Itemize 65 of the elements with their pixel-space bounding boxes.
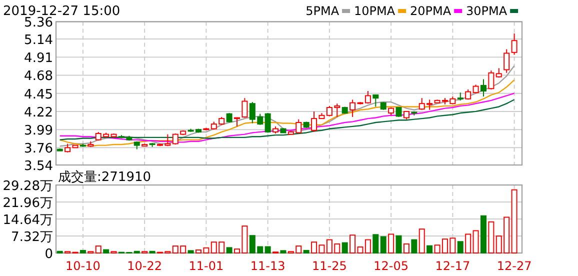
legend-label: 20PMA xyxy=(410,4,452,18)
x-tick-label: 10-10 xyxy=(66,259,100,273)
bar xyxy=(303,250,310,254)
bar xyxy=(457,241,464,254)
bar xyxy=(418,228,425,254)
bar xyxy=(480,215,486,254)
bar xyxy=(264,246,271,254)
y-tick-label: 4.22 xyxy=(24,105,53,120)
y-tick-label: 5.14 xyxy=(24,33,53,48)
chart-title: 成交量:271910 xyxy=(58,169,152,185)
x-tick-label: 11-13 xyxy=(250,259,286,273)
bar xyxy=(372,234,379,254)
bar xyxy=(411,239,418,254)
y-tick-label: 21.96万 xyxy=(2,196,53,211)
candlestick xyxy=(242,98,248,118)
x-tick-label: 11-25 xyxy=(312,259,347,273)
y-tick-label: 4.68 xyxy=(24,69,53,84)
y-tick-label: 3.99 xyxy=(24,124,53,139)
bar xyxy=(403,243,410,254)
x-tick-label: 12-17 xyxy=(435,259,470,273)
bar xyxy=(472,230,479,254)
legend-label: 5PMA xyxy=(306,4,340,18)
candlestick xyxy=(480,78,486,97)
bar xyxy=(80,250,86,254)
candlestick xyxy=(396,107,402,118)
bar xyxy=(342,242,348,254)
y-tick-label: 3.76 xyxy=(24,142,53,157)
y-tick-label: 4.91 xyxy=(24,51,53,66)
y-tick-label: 0 xyxy=(44,247,53,262)
x-tick-label: 11-01 xyxy=(188,259,224,273)
y-tick-label: 29.28万 xyxy=(2,179,53,194)
bar xyxy=(226,247,232,254)
line-series xyxy=(59,79,515,147)
x-tick-label: 12-27 xyxy=(496,259,532,273)
legend-label: 10PMA xyxy=(354,4,396,18)
bar xyxy=(396,235,402,254)
bar xyxy=(95,246,102,254)
bar xyxy=(103,249,110,254)
y-tick-label: 5.36 xyxy=(24,16,53,31)
candlestick xyxy=(511,33,518,56)
bar xyxy=(465,234,472,254)
candlestick xyxy=(504,48,510,74)
y-tick-label: 14.64万 xyxy=(2,213,53,228)
bar xyxy=(364,239,371,254)
bar xyxy=(426,245,433,254)
bar xyxy=(380,236,386,254)
bar xyxy=(280,250,286,254)
candlestick xyxy=(372,94,379,108)
bar xyxy=(188,250,194,254)
bar xyxy=(511,189,518,254)
bar xyxy=(388,234,394,254)
line-series xyxy=(59,65,515,147)
line-series xyxy=(59,92,515,143)
candlestick xyxy=(364,90,371,104)
x-tick-label: 12-05 xyxy=(374,259,408,273)
x-tick-label: 10-22 xyxy=(127,259,162,273)
line-series xyxy=(59,99,515,140)
candlestick xyxy=(488,70,494,90)
candlestick xyxy=(226,112,232,123)
candlestick xyxy=(264,112,271,134)
legend-label: 30PMA xyxy=(466,4,508,18)
y-tick-label: 7.32万 xyxy=(11,230,53,245)
bar xyxy=(488,221,494,254)
y-tick-label: 3.54 xyxy=(24,159,53,174)
y-tick-label: 4.45 xyxy=(24,87,53,102)
